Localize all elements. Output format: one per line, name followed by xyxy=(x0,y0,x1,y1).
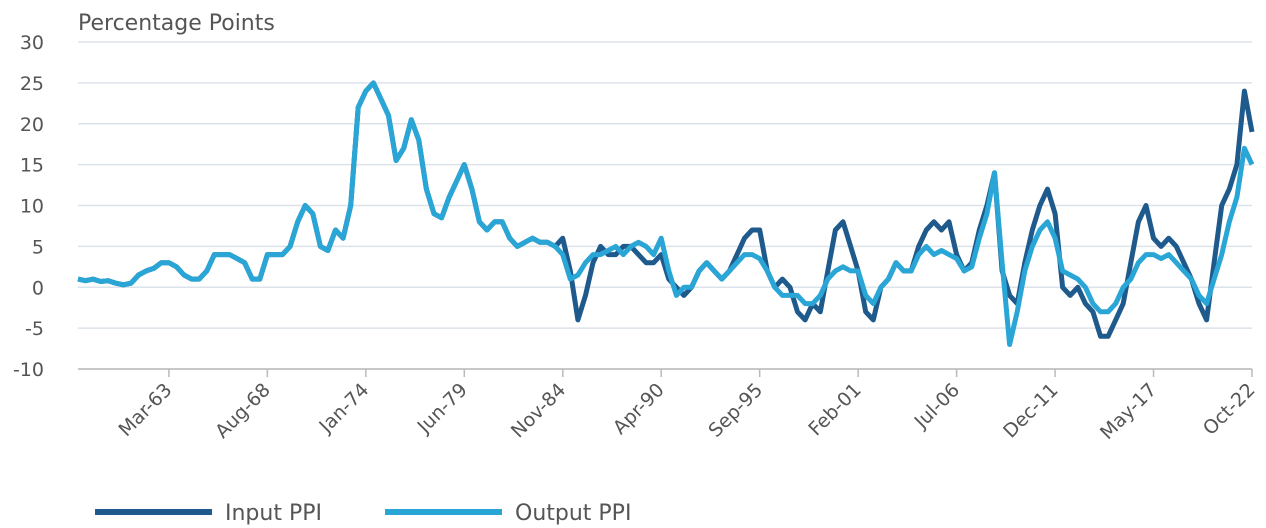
legend-label: Output PPI xyxy=(515,501,631,526)
y-tick-label: 30 xyxy=(20,32,44,54)
y-tick-label: 20 xyxy=(20,114,44,136)
x-tick-label: Jul-06 xyxy=(910,379,964,433)
x-tick-label: May-17 xyxy=(1096,379,1161,444)
x-tick-label: Sep-95 xyxy=(704,379,767,442)
x-tick-label: Feb-01 xyxy=(804,379,865,440)
data-line xyxy=(77,80,1255,347)
x-tick-label: Mar-63 xyxy=(114,379,176,441)
x-tick-label: Dec-11 xyxy=(999,379,1063,443)
x-tick-label: Apr-90 xyxy=(609,379,669,439)
legend-label: Input PPI xyxy=(225,501,322,526)
y-tick-label: -10 xyxy=(13,359,44,381)
x-tick-label: Jan-74 xyxy=(314,379,373,438)
x-tick-label: Jun-79 xyxy=(413,379,472,438)
y-tick-label: -5 xyxy=(25,318,44,340)
x-tick-label: Oct-22 xyxy=(1199,379,1260,440)
data-line xyxy=(77,80,1255,339)
x-tick-label: Aug-68 xyxy=(211,379,275,443)
x-tick-label: Nov-84 xyxy=(507,379,570,442)
y-tick-label: 0 xyxy=(32,277,44,299)
y-tick-label: 15 xyxy=(20,155,44,177)
chart-title: Percentage Points xyxy=(78,11,275,36)
y-tick-label: 25 xyxy=(20,73,44,95)
y-tick-label: 5 xyxy=(32,236,44,258)
y-tick-label: 10 xyxy=(20,196,44,218)
